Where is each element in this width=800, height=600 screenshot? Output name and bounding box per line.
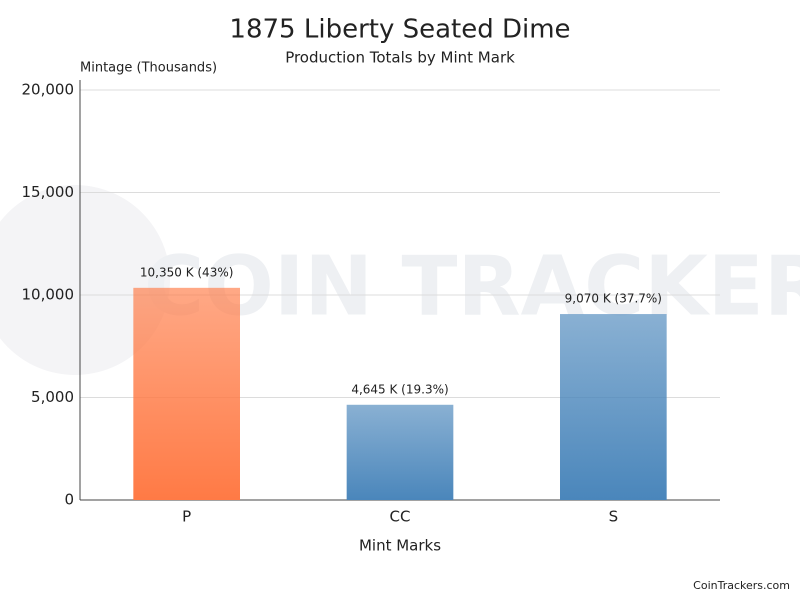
bar (346, 404, 454, 500)
y-tick-label: 15,000 (22, 183, 75, 201)
chart-subtitle: Production Totals by Mint Mark (285, 49, 515, 67)
value-label: 10,350 K (43%) (140, 265, 234, 279)
y-axis-title: Mintage (Thousands) (80, 61, 217, 76)
x-tick-label: P (182, 508, 191, 526)
bar (560, 314, 667, 500)
value-label: 4,645 K (19.3%) (351, 382, 448, 396)
credit: CoinTrackers.com (693, 579, 790, 592)
x-axis-title: Mint Marks (359, 537, 441, 555)
x-tick-label: CC (390, 508, 411, 526)
y-tick-label: 20,000 (22, 81, 75, 99)
bar (133, 287, 240, 500)
y-tick-label: 10,000 (22, 286, 75, 304)
y-tick-label: 0 (64, 491, 74, 509)
x-tick-label: S (609, 508, 619, 526)
watermark-logo (0, 185, 170, 375)
y-tick-label: 5,000 (31, 388, 74, 406)
value-label: 9,070 K (37.7%) (565, 292, 662, 306)
chart-title: 1875 Liberty Seated Dime (229, 15, 570, 45)
watermark: COIN TRACKERS (144, 239, 800, 334)
